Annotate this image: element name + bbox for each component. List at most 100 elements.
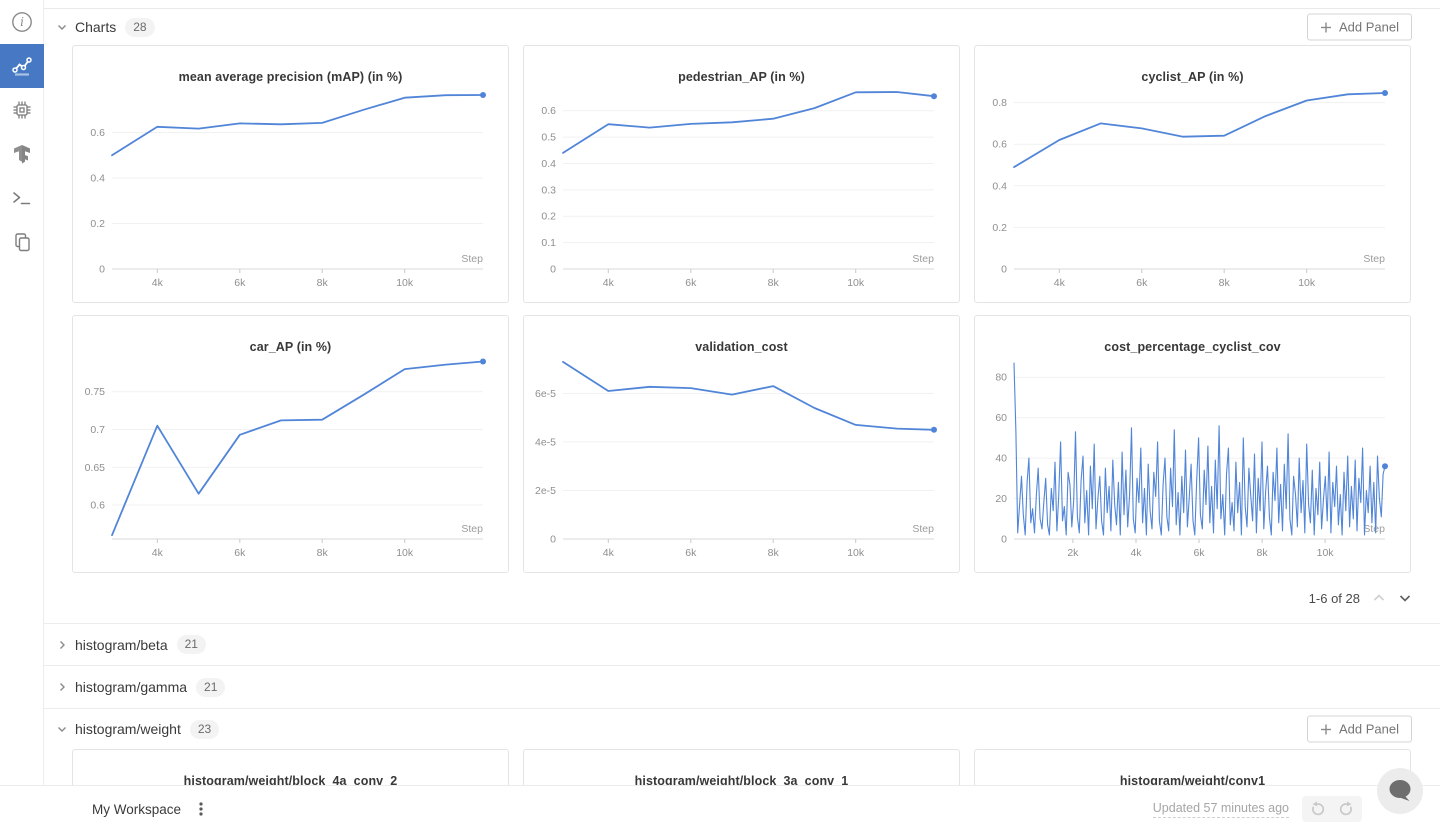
chart-title: car_AP (in %) bbox=[249, 340, 332, 354]
sidebar-item-logs[interactable] bbox=[0, 176, 44, 220]
svg-text:0.6: 0.6 bbox=[992, 139, 1007, 151]
undo-button[interactable] bbox=[1308, 800, 1326, 818]
svg-text:0.2: 0.2 bbox=[541, 211, 556, 223]
svg-text:Step: Step bbox=[1363, 253, 1385, 265]
terminal-icon bbox=[13, 192, 31, 205]
redo-icon bbox=[1339, 801, 1352, 816]
chart-title: cost_percentage_cyclist_cov bbox=[1104, 340, 1281, 354]
line-chart-icon bbox=[12, 57, 32, 76]
svg-text:0.6: 0.6 bbox=[90, 127, 105, 139]
svg-text:8k: 8k bbox=[768, 547, 780, 559]
top-divider bbox=[44, 8, 1440, 9]
svg-text:6k: 6k bbox=[1136, 277, 1148, 289]
section-histogram-gamma[interactable]: histogram/gamma 21 bbox=[44, 665, 1440, 708]
svg-text:4k: 4k bbox=[152, 547, 164, 559]
svg-text:10k: 10k bbox=[396, 547, 414, 559]
svg-text:0.2: 0.2 bbox=[90, 218, 105, 230]
pages-icon bbox=[15, 233, 30, 252]
add-panel-label: Add Panel bbox=[1339, 721, 1399, 737]
chart-panel[interactable]: cost_percentage_cyclist_cov 2k 4k 6k 8k 10k 0 2… bbox=[974, 315, 1411, 573]
pagination-next-button[interactable] bbox=[1398, 592, 1412, 604]
chart-title: histogram/weight/conv1 bbox=[1119, 774, 1266, 788]
chart-title: cyclist_AP (in %) bbox=[1141, 70, 1244, 84]
chevron-down-icon bbox=[1399, 595, 1411, 602]
svg-text:10k: 10k bbox=[1317, 547, 1335, 559]
chart-panel[interactable]: cyclist_AP (in %) 4k 6k 8k 10k 0 0.2 0.4 0.6 0.8 S… bbox=[974, 45, 1411, 303]
chart-plot-area[interactable]: 4k 6k 8k 10k 0 0.1 0.2 0.3 0.4 0.5 0.6 Step bbox=[524, 46, 960, 303]
add-panel-button[interactable]: Add Panel bbox=[1307, 715, 1412, 743]
kebab-menu-icon bbox=[199, 802, 203, 816]
chart-panel[interactable]: pedestrian_AP (in %) 4k 6k 8k 10k 0 0.1 0.2 0.3 0… bbox=[523, 45, 960, 303]
chart-panel[interactable]: validation_cost 4k 6k 8k 10k 0 2e-5 4e-5 6e-5 Ste… bbox=[523, 315, 960, 573]
chart-plot-area[interactable]: 4k 6k 8k 10k 0 0.2 0.4 0.6 0.8 Step bbox=[975, 46, 1411, 303]
chart-plot-area[interactable]: 4k 6k 8k 10k 0 2e-5 4e-5 6e-5 Step bbox=[524, 316, 960, 573]
svg-text:10k: 10k bbox=[1298, 277, 1316, 289]
chevron-right-icon bbox=[60, 683, 65, 691]
svg-text:0.3: 0.3 bbox=[541, 184, 556, 196]
svg-text:0: 0 bbox=[1001, 264, 1007, 276]
chart-line bbox=[111, 360, 484, 537]
svg-text:8k: 8k bbox=[317, 277, 329, 289]
chart-title: mean average precision (mAP) (in %) bbox=[178, 70, 403, 84]
svg-text:4k: 4k bbox=[603, 547, 615, 559]
footer-bar: My Workspace Updated 57 minutes ago bbox=[0, 785, 1440, 832]
svg-text:0: 0 bbox=[1001, 534, 1007, 546]
svg-text:0.7: 0.7 bbox=[90, 424, 105, 436]
chevron-down-icon[interactable] bbox=[56, 21, 68, 33]
svg-text:0.8: 0.8 bbox=[992, 97, 1007, 109]
latest-point-dot bbox=[1382, 90, 1388, 96]
charts-section-header: Charts 28 Add Panel bbox=[44, 9, 1440, 45]
svg-text:0.5: 0.5 bbox=[541, 132, 556, 144]
charts-count-badge: 28 bbox=[125, 17, 155, 37]
chevron-right-icon bbox=[60, 640, 65, 649]
latest-point-dot bbox=[480, 358, 486, 365]
svg-text:6k: 6k bbox=[1193, 547, 1205, 559]
history-controls bbox=[1302, 796, 1362, 822]
section-label: histogram/beta bbox=[75, 636, 168, 653]
redo-button[interactable] bbox=[1338, 800, 1356, 818]
charts-grid: mean average precision (mAP) (in %) 4k 6k 8… bbox=[72, 45, 1411, 573]
svg-text:0.65: 0.65 bbox=[85, 462, 106, 474]
chart-plot-area[interactable]: 4k 6k 8k 10k 0.6 0.65 0.7 0.75 Step bbox=[73, 316, 509, 573]
svg-text:4k: 4k bbox=[603, 277, 615, 289]
svg-text:80: 80 bbox=[995, 372, 1007, 384]
chat-launcher-button[interactable] bbox=[1377, 768, 1423, 814]
chart-line bbox=[111, 94, 484, 157]
svg-text:0.4: 0.4 bbox=[541, 158, 556, 170]
section-count-badge: 21 bbox=[196, 677, 226, 697]
latest-point-dot bbox=[931, 93, 937, 100]
plus-icon bbox=[1321, 724, 1331, 734]
pagination-prev-button[interactable] bbox=[1372, 592, 1386, 604]
svg-text:8k: 8k bbox=[768, 277, 780, 289]
updated-timestamp[interactable]: Updated 57 minutes ago bbox=[1152, 801, 1289, 818]
svg-text:4e-5: 4e-5 bbox=[535, 436, 556, 448]
svg-text:2e-5: 2e-5 bbox=[535, 485, 556, 497]
chart-panel[interactable]: car_AP (in %) 4k 6k 8k 10k 0.6 0.65 0.7 0.75 Step bbox=[72, 315, 509, 573]
chart-title: histogram/weight/block_3a_conv_1 bbox=[634, 774, 849, 788]
sidebar-item-charts[interactable] bbox=[0, 44, 44, 88]
add-panel-button[interactable]: Add Panel bbox=[1307, 13, 1412, 41]
chart-plot-area[interactable]: 4k 6k 8k 10k 0 0.2 0.4 0.6 Step bbox=[73, 46, 509, 303]
undo-icon bbox=[1312, 801, 1325, 816]
svg-text:0.75: 0.75 bbox=[85, 386, 106, 398]
sidebar-item-files[interactable] bbox=[0, 220, 44, 264]
workspace-menu-button[interactable] bbox=[194, 800, 208, 818]
plus-icon bbox=[1321, 22, 1331, 32]
svg-text:8k: 8k bbox=[317, 547, 329, 559]
chip-icon bbox=[13, 101, 31, 119]
svg-text:2k: 2k bbox=[1067, 547, 1079, 559]
sidebar-item-model[interactable] bbox=[0, 132, 44, 176]
svg-text:6k: 6k bbox=[234, 547, 246, 559]
chart-panel[interactable]: mean average precision (mAP) (in %) 4k 6k 8… bbox=[72, 45, 509, 303]
svg-text:0.4: 0.4 bbox=[90, 173, 105, 185]
svg-text:0.1: 0.1 bbox=[541, 237, 556, 249]
section-histogram-weight[interactable]: histogram/weight 23 Add Panel bbox=[44, 708, 1440, 749]
workspace-title: My Workspace bbox=[92, 801, 182, 817]
svg-text:0.6: 0.6 bbox=[90, 500, 105, 512]
sidebar-item-system[interactable] bbox=[0, 88, 44, 132]
sidebar-item-info[interactable]: i bbox=[0, 0, 44, 44]
section-histogram-beta[interactable]: histogram/beta 21 bbox=[44, 623, 1440, 665]
section-label: histogram/gamma bbox=[75, 679, 188, 695]
chart-plot-area[interactable]: 2k 4k 6k 8k 10k 0 20 40 60 80 Step bbox=[975, 316, 1411, 573]
svg-text:4k: 4k bbox=[1130, 547, 1142, 559]
